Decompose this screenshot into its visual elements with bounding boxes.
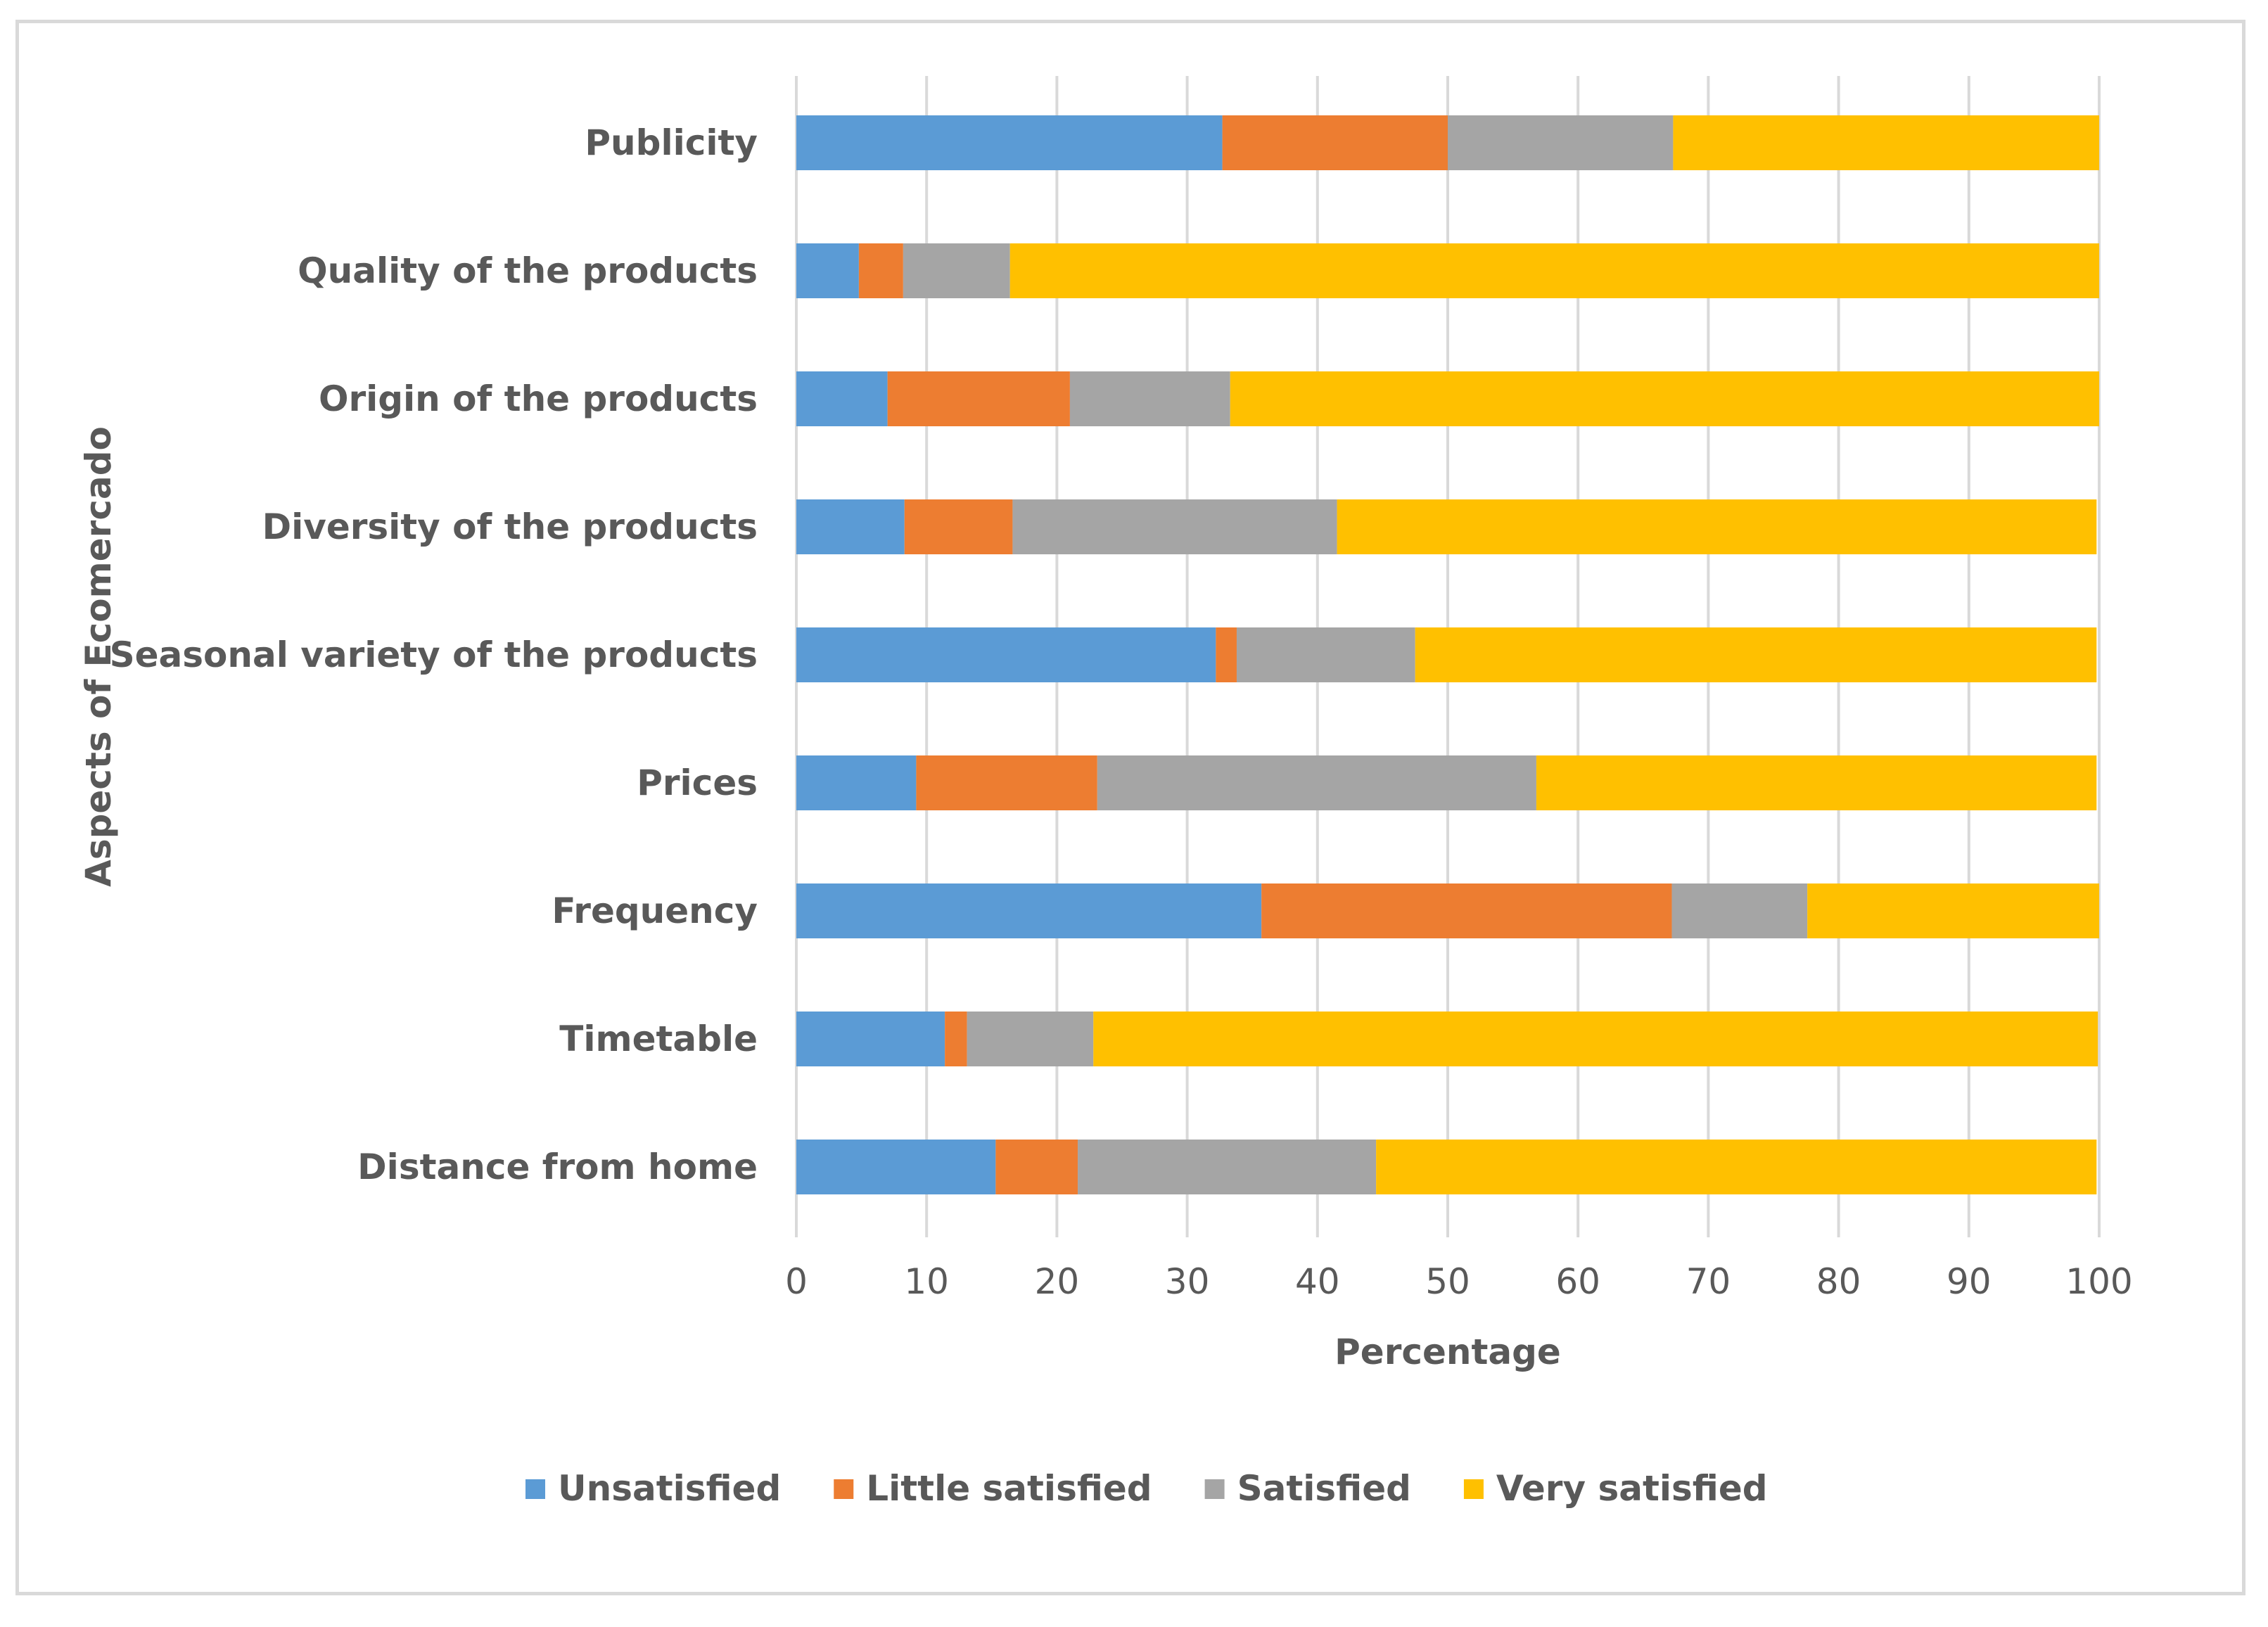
x-tick-label: 10 xyxy=(904,1261,949,1302)
category-labels: Publicity Quality of the products Origin o… xyxy=(110,122,758,1187)
x-tick-label: 40 xyxy=(1295,1261,1340,1302)
bar-unsatisfied-5 xyxy=(796,755,917,810)
bar-satisfied-5 xyxy=(1097,755,1536,810)
legend-label: Very satisfied xyxy=(1496,1468,1768,1509)
x-tick-label: 100 xyxy=(2065,1261,2132,1302)
bar-unsatisfied-3 xyxy=(796,499,905,554)
legend-label: Satisfied xyxy=(1237,1468,1411,1509)
legend-swatch-little-satisfied xyxy=(834,1479,854,1499)
category-label: Frequency xyxy=(552,891,758,931)
bar-little-satisfied-3 xyxy=(904,499,1013,554)
bar-unsatisfied-0 xyxy=(796,115,1223,170)
bar-unsatisfied-8 xyxy=(796,1140,996,1194)
bar-very-satisfied-2 xyxy=(1230,371,2099,426)
bar-very-satisfied-4 xyxy=(1415,627,2097,682)
bar-very-satisfied-7 xyxy=(1093,1012,2098,1066)
x-tick-label: 90 xyxy=(1947,1261,1992,1302)
bar-satisfied-0 xyxy=(1448,115,1674,170)
legend-label: Unsatisfied xyxy=(558,1468,781,1509)
bar-very-satisfied-6 xyxy=(1807,883,2099,938)
category-label: Diversity of the products xyxy=(262,506,758,547)
x-tick-labels: 0 10 20 30 40 50 60 70 80 90 100 xyxy=(785,1261,2133,1302)
bar-little-satisfied-1 xyxy=(858,243,903,298)
bar-satisfied-2 xyxy=(1069,371,1230,426)
category-label: Origin of the products xyxy=(319,378,758,419)
category-label: Prices xyxy=(637,763,758,803)
legend-swatch-satisfied xyxy=(1204,1479,1225,1499)
bar-little-satisfied-0 xyxy=(1222,115,1448,170)
category-label: Publicity xyxy=(585,122,758,163)
x-tick-label: 30 xyxy=(1165,1261,1210,1302)
chart-frame: Publicity Quality of the products Origin o… xyxy=(15,20,2245,1595)
bar-very-satisfied-8 xyxy=(1376,1140,2097,1194)
bar-unsatisfied-2 xyxy=(796,371,888,426)
bar-satisfied-3 xyxy=(1012,499,1337,554)
bar-satisfied-8 xyxy=(1078,1140,1377,1194)
category-label: Seasonal variety of the products xyxy=(110,634,758,675)
bar-little-satisfied-8 xyxy=(995,1140,1078,1194)
x-tick-label: 80 xyxy=(1816,1261,1861,1302)
bar-little-satisfied-6 xyxy=(1261,883,1672,938)
x-tick-label: 0 xyxy=(785,1261,808,1302)
y-axis-title: Aspects of Ecomercado xyxy=(78,426,119,887)
x-axis-title: Percentage xyxy=(1334,1332,1561,1372)
bar-satisfied-1 xyxy=(903,243,1010,298)
category-label: Distance from home xyxy=(357,1147,758,1187)
bar-unsatisfied-4 xyxy=(796,627,1216,682)
legend: Unsatisfied Little satisfied Satisfied Very… xyxy=(525,1468,1768,1509)
x-tick-label: 60 xyxy=(1555,1261,1600,1302)
bar-very-satisfied-1 xyxy=(1009,243,2099,298)
bar-very-satisfied-5 xyxy=(1536,755,2097,810)
bar-unsatisfied-7 xyxy=(796,1012,945,1066)
legend-swatch-very-satisfied xyxy=(1463,1479,1484,1499)
bar-little-satisfied-2 xyxy=(887,371,1070,426)
x-tick-label: 50 xyxy=(1425,1261,1470,1302)
bar-satisfied-7 xyxy=(967,1012,1094,1066)
bar-satisfied-6 xyxy=(1671,883,1808,938)
legend-label: Little satisfied xyxy=(866,1468,1152,1509)
bar-very-satisfied-0 xyxy=(1673,115,2099,170)
bar-unsatisfied-6 xyxy=(796,883,1262,938)
bar-little-satisfied-7 xyxy=(945,1012,967,1066)
x-tick-label: 20 xyxy=(1035,1261,1080,1302)
bar-very-satisfied-3 xyxy=(1337,499,2097,554)
bar-little-satisfied-5 xyxy=(916,755,1097,810)
bar-little-satisfied-4 xyxy=(1216,627,1237,682)
category-label: Timetable xyxy=(559,1019,758,1059)
legend-swatch-unsatisfied xyxy=(525,1479,545,1499)
bars xyxy=(796,115,2099,1194)
stacked-bar-chart: Publicity Quality of the products Origin o… xyxy=(78,76,2133,1509)
bar-unsatisfied-1 xyxy=(796,243,859,298)
category-label: Quality of the products xyxy=(298,250,758,291)
bar-satisfied-4 xyxy=(1236,627,1415,682)
x-tick-label: 70 xyxy=(1686,1261,1731,1302)
